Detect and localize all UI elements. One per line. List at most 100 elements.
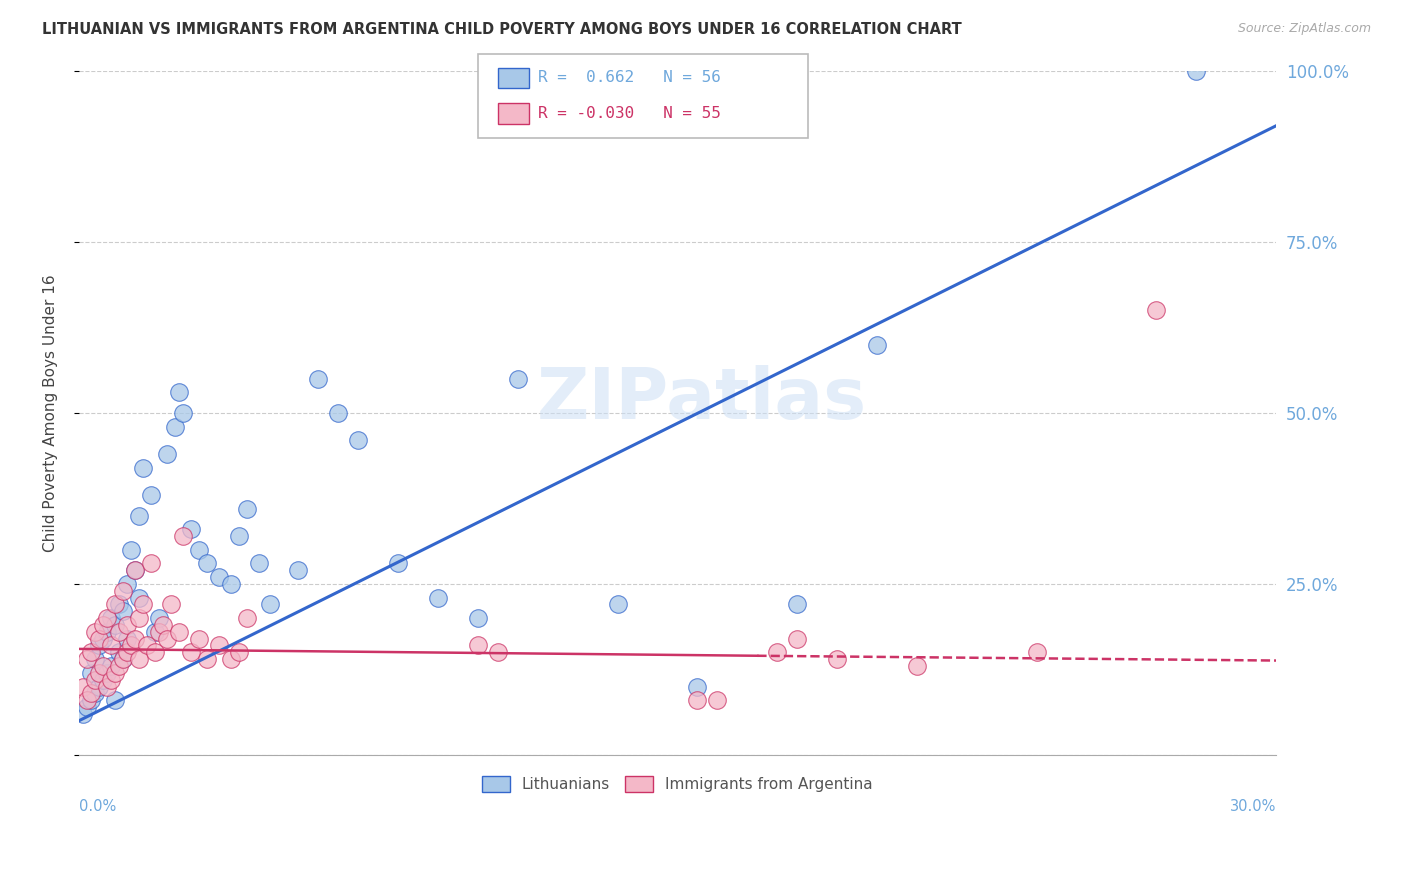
Point <box>1185 64 1208 78</box>
Point <box>259 598 281 612</box>
Point <box>87 680 110 694</box>
Point <box>111 583 134 598</box>
Point <box>120 542 142 557</box>
Point <box>606 598 628 612</box>
Text: 30.0%: 30.0% <box>1230 799 1277 814</box>
Point <box>156 632 179 646</box>
Point <box>128 508 150 523</box>
Point <box>84 673 107 687</box>
Point <box>100 639 122 653</box>
Point <box>84 652 107 666</box>
Point <box>1144 303 1167 318</box>
Point <box>80 645 103 659</box>
Point <box>195 652 218 666</box>
Point <box>72 680 94 694</box>
Point <box>124 563 146 577</box>
Point <box>72 706 94 721</box>
Point <box>104 598 127 612</box>
Point <box>235 611 257 625</box>
Point <box>100 659 122 673</box>
Point <box>128 652 150 666</box>
Point <box>825 652 848 666</box>
Point <box>115 632 138 646</box>
Text: 0.0%: 0.0% <box>79 799 117 814</box>
Point <box>467 639 489 653</box>
Point <box>187 632 209 646</box>
Point <box>120 639 142 653</box>
Point <box>180 645 202 659</box>
Point <box>866 337 889 351</box>
Point <box>80 686 103 700</box>
Point <box>124 563 146 577</box>
Point <box>115 618 138 632</box>
Point <box>115 645 138 659</box>
Point <box>76 700 98 714</box>
Point <box>287 563 309 577</box>
Point <box>207 639 229 653</box>
Text: R =  0.662   N = 56: R = 0.662 N = 56 <box>538 70 721 85</box>
Point <box>143 624 166 639</box>
Point <box>766 645 789 659</box>
Point <box>427 591 450 605</box>
Point <box>132 460 155 475</box>
Point <box>128 611 150 625</box>
Point <box>228 645 250 659</box>
Point <box>307 372 329 386</box>
Point <box>87 639 110 653</box>
Point <box>180 522 202 536</box>
Point <box>187 542 209 557</box>
Text: R = -0.030   N = 55: R = -0.030 N = 55 <box>538 106 721 120</box>
Point <box>195 557 218 571</box>
Point <box>219 652 242 666</box>
Point <box>506 372 529 386</box>
Point <box>172 406 194 420</box>
Point <box>96 665 118 680</box>
Point <box>80 693 103 707</box>
Point <box>148 624 170 639</box>
Point <box>104 665 127 680</box>
Point <box>467 611 489 625</box>
Point <box>96 680 118 694</box>
Point <box>167 624 190 639</box>
Point <box>235 501 257 516</box>
Point <box>91 673 114 687</box>
Point <box>905 659 928 673</box>
Point <box>1025 645 1047 659</box>
Point <box>139 557 162 571</box>
Point <box>156 447 179 461</box>
Point <box>152 618 174 632</box>
Point <box>143 645 166 659</box>
Point <box>159 598 181 612</box>
Point <box>91 632 114 646</box>
Y-axis label: Child Poverty Among Boys Under 16: Child Poverty Among Boys Under 16 <box>44 274 58 552</box>
Point <box>80 665 103 680</box>
Point <box>786 632 808 646</box>
Point <box>686 693 709 707</box>
Point <box>87 632 110 646</box>
Point <box>167 385 190 400</box>
Point <box>786 598 808 612</box>
Legend: Lithuanians, Immigrants from Argentina: Lithuanians, Immigrants from Argentina <box>477 770 879 798</box>
Point <box>108 624 131 639</box>
Point <box>172 529 194 543</box>
Point <box>706 693 728 707</box>
Point <box>91 618 114 632</box>
Point <box>87 665 110 680</box>
Point <box>686 680 709 694</box>
Point <box>96 624 118 639</box>
Point <box>84 624 107 639</box>
Point <box>247 557 270 571</box>
Text: ZIPatlas: ZIPatlas <box>537 365 866 434</box>
Point <box>128 591 150 605</box>
Point <box>347 434 370 448</box>
Point <box>100 611 122 625</box>
Point <box>104 693 127 707</box>
Point <box>486 645 509 659</box>
Point <box>76 652 98 666</box>
Point <box>124 632 146 646</box>
Point <box>104 618 127 632</box>
Point <box>148 611 170 625</box>
Text: Source: ZipAtlas.com: Source: ZipAtlas.com <box>1237 22 1371 36</box>
Point <box>111 604 134 618</box>
Point <box>108 598 131 612</box>
